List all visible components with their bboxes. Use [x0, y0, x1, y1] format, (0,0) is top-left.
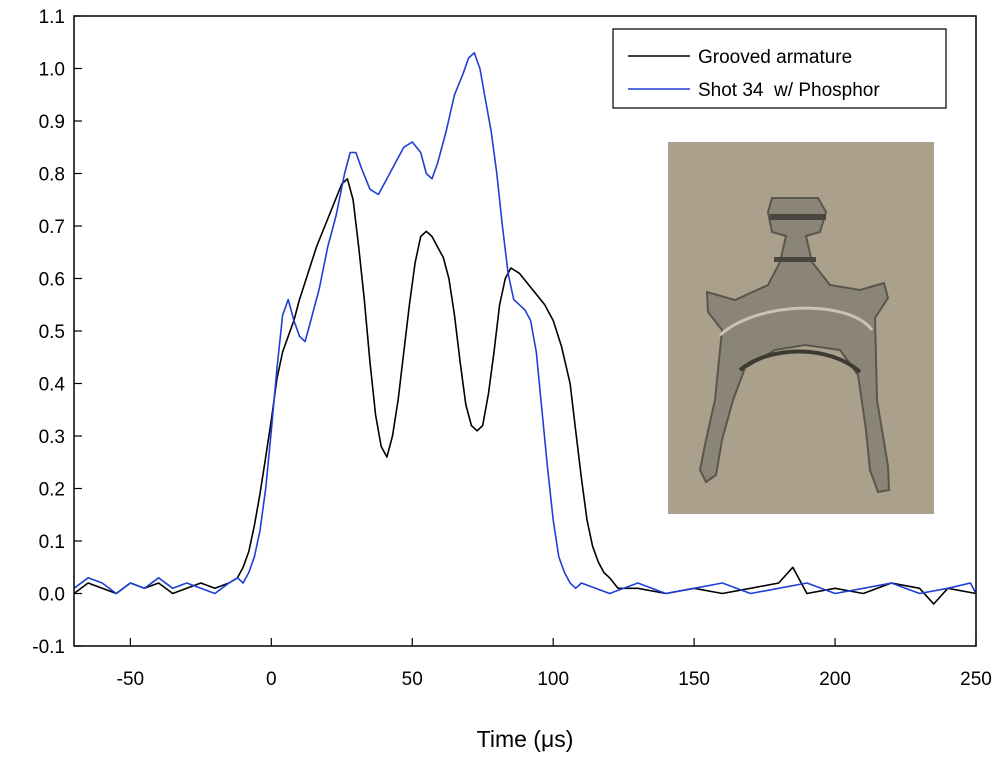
x-tick-label: 50: [402, 669, 423, 690]
x-axis-title: Time (μs): [477, 726, 574, 752]
x-tick-label: 0: [266, 669, 277, 690]
y-tick-label: 0.8: [39, 165, 65, 186]
x-tick-label: 100: [537, 669, 569, 690]
y-tick-label: 0.9: [39, 112, 65, 133]
x-tick-label: 200: [819, 669, 851, 690]
y-tick-label: 0.3: [39, 427, 65, 448]
y-tick-label: 0.4: [39, 375, 66, 396]
y-tick-label: 0.2: [39, 480, 65, 501]
y-tick-label: 1.1: [39, 7, 65, 28]
legend-label-grooved: Grooved armature: [698, 47, 852, 68]
x-axis: -50 0 50 100 150 200 250: [117, 638, 992, 690]
y-tick-label: -0.1: [32, 637, 65, 658]
y-tick-label: 1.0: [39, 60, 65, 81]
y-tick-label: 0.0: [39, 585, 65, 606]
x-tick-label: -50: [117, 669, 144, 690]
y-tick-label: 0.7: [39, 217, 65, 238]
data-traces: [73, 52, 977, 605]
armature-photo: [668, 142, 934, 514]
y-tick-label: 0.6: [39, 270, 65, 291]
x-tick-label: 250: [960, 669, 992, 690]
y-tick-label: 0.5: [39, 322, 65, 343]
series-line-1: [73, 52, 977, 595]
legend-label-shot34: Shot 34 w/ Phosphor: [698, 80, 880, 101]
y-axis: -0.1 0.0 0.1 0.2 0.3 0.4 0.5 0.6 0.7 0.8 0.9 1.0 1.1: [32, 7, 82, 658]
legend-box: [612, 28, 947, 109]
x-tick-label: 150: [678, 669, 710, 690]
y-tick-label: 0.1: [39, 532, 65, 553]
legend: Grooved armature Shot 34 w/ Phosphor: [612, 28, 947, 109]
